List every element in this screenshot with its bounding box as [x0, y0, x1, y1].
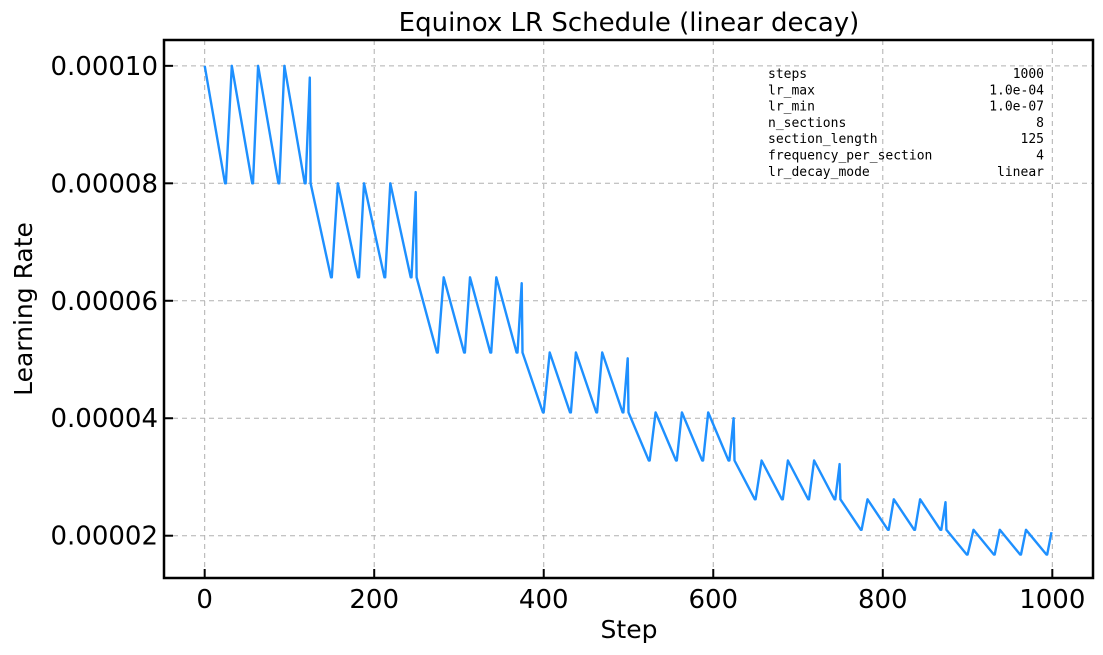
y-tick-label: 0.00010	[50, 52, 158, 82]
info-box: steps 1000 lr_max 1.0e-04 lr_min 1.0e-07 n_sec…	[768, 67, 1044, 180]
chart-title: Equinox LR Schedule (linear decay)	[399, 8, 860, 38]
info-key: lr_decay_mode	[768, 165, 870, 180]
x-axis-label: Step	[601, 615, 658, 644]
info-key: frequency_per_section	[768, 149, 932, 164]
x-tick-label: 400	[519, 585, 569, 615]
x-tick-label: 200	[349, 585, 399, 615]
y-axis-label: Learning Rate	[9, 222, 38, 396]
info-value: 1.0e-04	[989, 83, 1044, 98]
info-value: 4	[1036, 149, 1044, 164]
y-tick-label: 0.00002	[50, 522, 158, 552]
info-value: 1000	[1013, 67, 1044, 82]
info-key: steps	[768, 67, 807, 82]
plot-frame	[162, 38, 1095, 580]
x-axis: 0 200 400 600 800 1000	[196, 569, 1085, 615]
info-key: lr_min	[768, 100, 815, 115]
info-value: linear	[997, 165, 1044, 180]
y-tick-label: 0.00008	[50, 169, 158, 199]
info-value: 8	[1036, 116, 1044, 131]
y-tick-label: 0.00006	[50, 287, 158, 317]
info-value: 1.0e-07	[989, 100, 1044, 115]
x-tick-label: 1000	[1019, 585, 1085, 615]
x-tick-label: 0	[196, 585, 213, 615]
lr-series-line	[203, 64, 1053, 556]
info-key: lr_max	[768, 83, 815, 98]
x-tick-label: 600	[688, 585, 738, 615]
y-tick-label: 0.00004	[50, 404, 158, 434]
y-axis: 0.00002 0.00004 0.00006 0.00008 0.00010	[50, 52, 173, 552]
x-tick-label: 800	[858, 585, 908, 615]
info-key: n_sections	[768, 116, 846, 131]
info-value: 125	[1021, 132, 1044, 147]
series-layer	[203, 64, 1053, 556]
info-key: section_length	[768, 132, 878, 147]
grid-lines	[164, 40, 1093, 578]
